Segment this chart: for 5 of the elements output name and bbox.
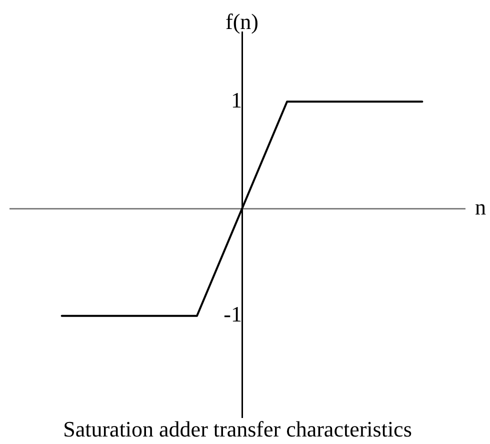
y-tick-label: 1 [231,87,242,112]
y-axis-title: f(n) [226,8,258,34]
x-axis-title: n [475,194,486,220]
y-tick-label: -1 [224,302,242,327]
text: Saturation adder transfer characteristics [63,416,412,442]
